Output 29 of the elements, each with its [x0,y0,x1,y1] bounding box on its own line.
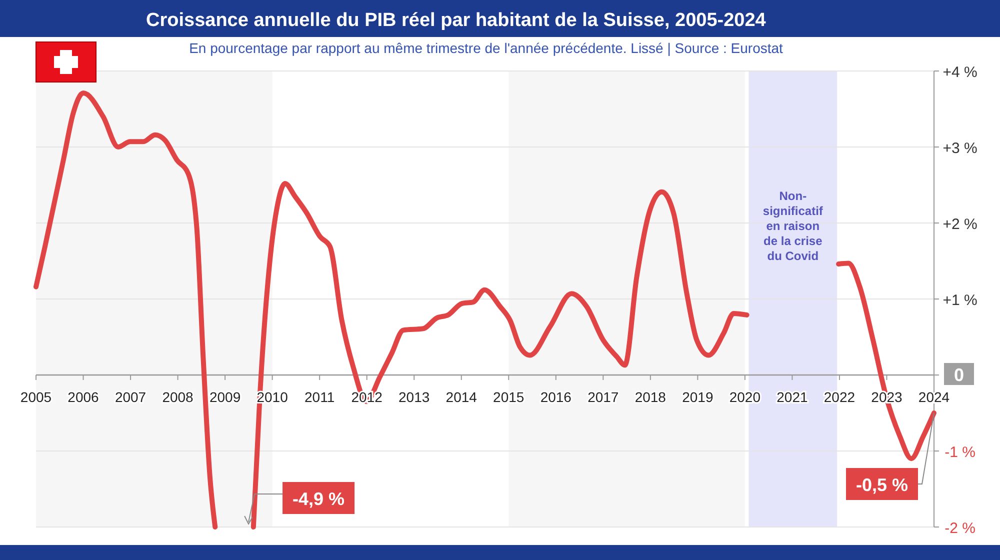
chart-subtitle: En pourcentage par rapport au même trimestre de l'année précédente. Lissé | Source : Eurostat [189,40,784,56]
x-tick-label: 2008 [162,389,194,405]
annotation: -0,5 % [856,475,908,495]
x-tick-label: 2017 [588,389,619,405]
y-tick-label: +3 % [942,140,978,157]
annotation: -4,9 % [292,489,345,509]
y-tick-label: 0 [954,365,964,385]
y-tick-label: +1 % [942,292,978,309]
x-tick-label: 2018 [634,389,666,405]
chart-title: Croissance annuelle du PIB réel par habitant de la Suisse, 2005-2024 [146,10,766,31]
x-tick-label: 2024 [918,389,950,405]
y-tick-label: -2 % [944,520,976,537]
x-tick-label: 2020 [729,389,761,405]
y-tick-label: -1 % [944,444,976,461]
x-tick-label: 2016 [540,389,572,405]
x-tick-label: 2011 [304,389,335,405]
x-tick-label: 2009 [209,389,241,405]
x-tick-label: 2019 [682,389,714,405]
x-tick-label: 2022 [824,389,856,405]
x-tick-label: 2014 [446,389,478,405]
x-tick-label: 2021 [776,389,808,405]
x-tick-label: 2015 [493,389,524,405]
y-tick-label: +4 % [942,64,978,81]
y-tick-label: +2 % [942,216,978,233]
x-tick-label: 2007 [114,389,146,405]
band-label: Non- significatif en raison de la crise du Covid [762,189,824,263]
x-tick-label: 2006 [68,389,100,405]
x-tick-label: 2005 [20,389,52,405]
x-tick-label: 2013 [398,389,430,405]
